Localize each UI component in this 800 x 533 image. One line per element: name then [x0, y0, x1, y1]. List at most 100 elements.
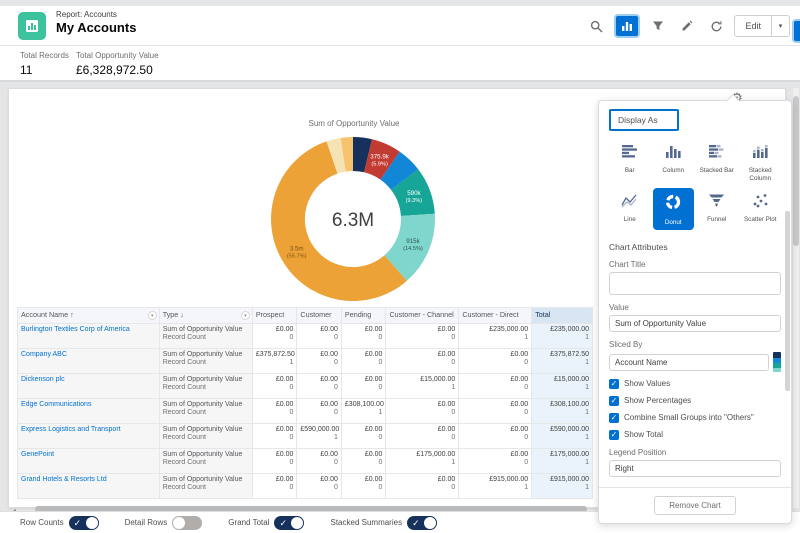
value-cell: £0.00 0 [296, 398, 342, 424]
pencil-icon[interactable] [676, 15, 698, 37]
chart-options-checkboxes: ✓ Show Values ✓ Show Percentages ✓ Combine Sm… [609, 372, 781, 440]
table-row: Dickenson plc Sum of Opportunity Value Rec… [17, 373, 593, 399]
total-opportunity-value: £6,328,972.50 [76, 63, 153, 77]
checkbox-combine-small-groups-into-others-[interactable]: ✓ Combine Small Groups into "Others" [609, 413, 781, 423]
segment-pct: (55.7%) [287, 253, 307, 259]
value-input[interactable] [609, 315, 781, 332]
account-link[interactable]: Grand Hotels & Resorts Ltd [21, 476, 107, 483]
donut-segment-3[interactable] [391, 169, 435, 216]
account-link[interactable]: GenePoint [21, 451, 55, 458]
column-header-pending: Pending [340, 307, 387, 324]
checkbox-icon: ✓ [609, 396, 619, 406]
refresh-icon[interactable] [705, 15, 727, 37]
column-menu-icon[interactable]: ▾ [147, 311, 157, 320]
edit-menu-caret[interactable]: ▾ [772, 15, 790, 37]
checkbox-label: Show Total [624, 430, 663, 439]
donut-segment-4[interactable] [384, 213, 435, 281]
column-header-account-name[interactable]: Account Name ↑ ▾ [17, 307, 160, 324]
chart-type-stacked-bar[interactable]: Stacked Bar [696, 139, 738, 186]
panel-scrollbar[interactable] [785, 211, 790, 391]
column-header-type[interactable]: Type ↓ ▾ [158, 307, 253, 324]
toggle-switch[interactable]: ✓ [68, 515, 99, 530]
measure-cell: Sum of Opportunity Value Record Count [158, 398, 253, 424]
chart-type-label: Scatter Plot [743, 215, 777, 223]
table-row: Express Logistics and Transport Sum of Op… [17, 423, 593, 449]
value-cell: £375,872.50 1 [251, 348, 298, 374]
chart-type-bar[interactable]: Bar [609, 139, 651, 186]
horizontal-scrollbar[interactable] [35, 506, 587, 512]
account-link[interactable]: Edge Communications [21, 401, 92, 408]
donut-segment-1[interactable] [364, 139, 400, 180]
sliced-by-select[interactable]: Account Name [609, 353, 769, 371]
value-cell: £0.00 0 [385, 398, 460, 424]
chart-type-tiles: Bar Column Stacked Bar Stacked Column Line Do… [609, 139, 781, 230]
chart-title-label: Chart Title [609, 259, 646, 269]
measure-cell: Sum of Opportunity Value Record Count [158, 348, 253, 374]
donut-segment-7[interactable] [340, 136, 353, 172]
chart-properties-panel: Display As Bar Column Stacked Bar Stacked C… [598, 100, 792, 524]
report-context: Report: Accounts [56, 10, 117, 19]
value-cell: £0.00 0 [340, 448, 387, 474]
account-link[interactable]: Burlington Textiles Corp of America [21, 326, 130, 333]
chart-type-line[interactable]: Line [609, 188, 651, 230]
column-header-prospect: Prospect [251, 307, 298, 324]
chart-type-label: Stacked Column [748, 167, 772, 182]
toggle-chart-button[interactable] [614, 14, 641, 38]
legend-position-label: Legend Position [609, 448, 667, 457]
chart-title-input[interactable] [609, 271, 781, 295]
toggle-label: Stacked Summaries [330, 518, 403, 527]
chart-type-donut[interactable]: Donut [652, 187, 694, 230]
toggle-switch[interactable] [172, 515, 203, 530]
value-cell: £0.00 0 [251, 398, 298, 424]
value-cell: £0.00 0 [385, 423, 460, 449]
donut-segment-5[interactable] [271, 141, 407, 301]
report-toolbar: Edit ▾ [585, 13, 790, 39]
value-cell: £0.00 0 [296, 373, 342, 399]
donut-chart[interactable]: 375.9k (5.9%) 590k (9.3%) 915k (14.5%) 3.5m (55… [267, 133, 439, 305]
search-icon[interactable] [585, 15, 607, 37]
donut-segment-2[interactable] [380, 151, 419, 190]
toggle-item-detail-rows: Detail Rows [125, 515, 203, 530]
cut-off-button[interactable] [792, 19, 800, 43]
value-cell: £0.00 0 [296, 448, 342, 474]
value-cell: £15,000.00 1 [531, 373, 593, 399]
value-cell: £0.00 0 [296, 473, 342, 499]
chart-type-stacked-column[interactable]: Stacked Column [740, 139, 782, 186]
line-chart-icon [621, 193, 638, 213]
checkbox-show-total[interactable]: ✓ Show Total [609, 430, 781, 440]
page-scrollbar[interactable] [793, 88, 799, 508]
toggle-switch[interactable]: ✓ [274, 515, 305, 530]
toggle-item-row-counts: Row Counts ✓ [20, 515, 99, 530]
report-header: Report: Accounts My Accounts Edit ▾ [0, 6, 800, 46]
edit-button[interactable]: Edit [734, 15, 772, 37]
account-name-cell: Dickenson plc [17, 373, 160, 399]
donut-segment-0[interactable] [353, 136, 372, 173]
value-cell: £0.00 0 [251, 323, 298, 349]
stacked-bar-chart-icon [708, 144, 725, 164]
account-name-cell: Company ABC [17, 348, 160, 374]
value-cell: £0.00 0 [340, 423, 387, 449]
filter-icon[interactable] [647, 15, 669, 37]
chart-type-scatter[interactable]: Scatter Plot [740, 188, 782, 230]
toggle-switch[interactable]: ✓ [407, 515, 438, 530]
donut-segment-6[interactable] [326, 137, 346, 174]
account-link[interactable]: Express Logistics and Transport [21, 426, 121, 433]
checkbox-show-percentages[interactable]: ✓ Show Percentages [609, 396, 781, 406]
value-cell: £0.00 0 [340, 348, 387, 374]
chart-type-column[interactable]: Column [653, 139, 695, 186]
chart-type-funnel[interactable]: Funnel [696, 188, 738, 230]
account-link[interactable]: Dickenson plc [21, 376, 65, 383]
value-label: Value [609, 303, 629, 312]
chart-type-label: Donut [664, 218, 682, 226]
remove-chart-button[interactable]: Remove Chart [654, 496, 736, 515]
chart-type-label: Line [623, 215, 636, 223]
column-menu-icon[interactable]: ▾ [240, 311, 250, 320]
bar-chart-icon [621, 144, 638, 164]
checkbox-show-values[interactable]: ✓ Show Values [609, 379, 781, 389]
legend-position-select[interactable]: Right [609, 460, 781, 477]
value-cell: £235,000.00 1 [458, 323, 533, 349]
value-cell: £15,000.00 1 [385, 373, 460, 399]
account-link[interactable]: Company ABC [21, 351, 67, 358]
value-cell: £175,000.00 1 [385, 448, 460, 474]
value-cell: £0.00 0 [458, 398, 533, 424]
